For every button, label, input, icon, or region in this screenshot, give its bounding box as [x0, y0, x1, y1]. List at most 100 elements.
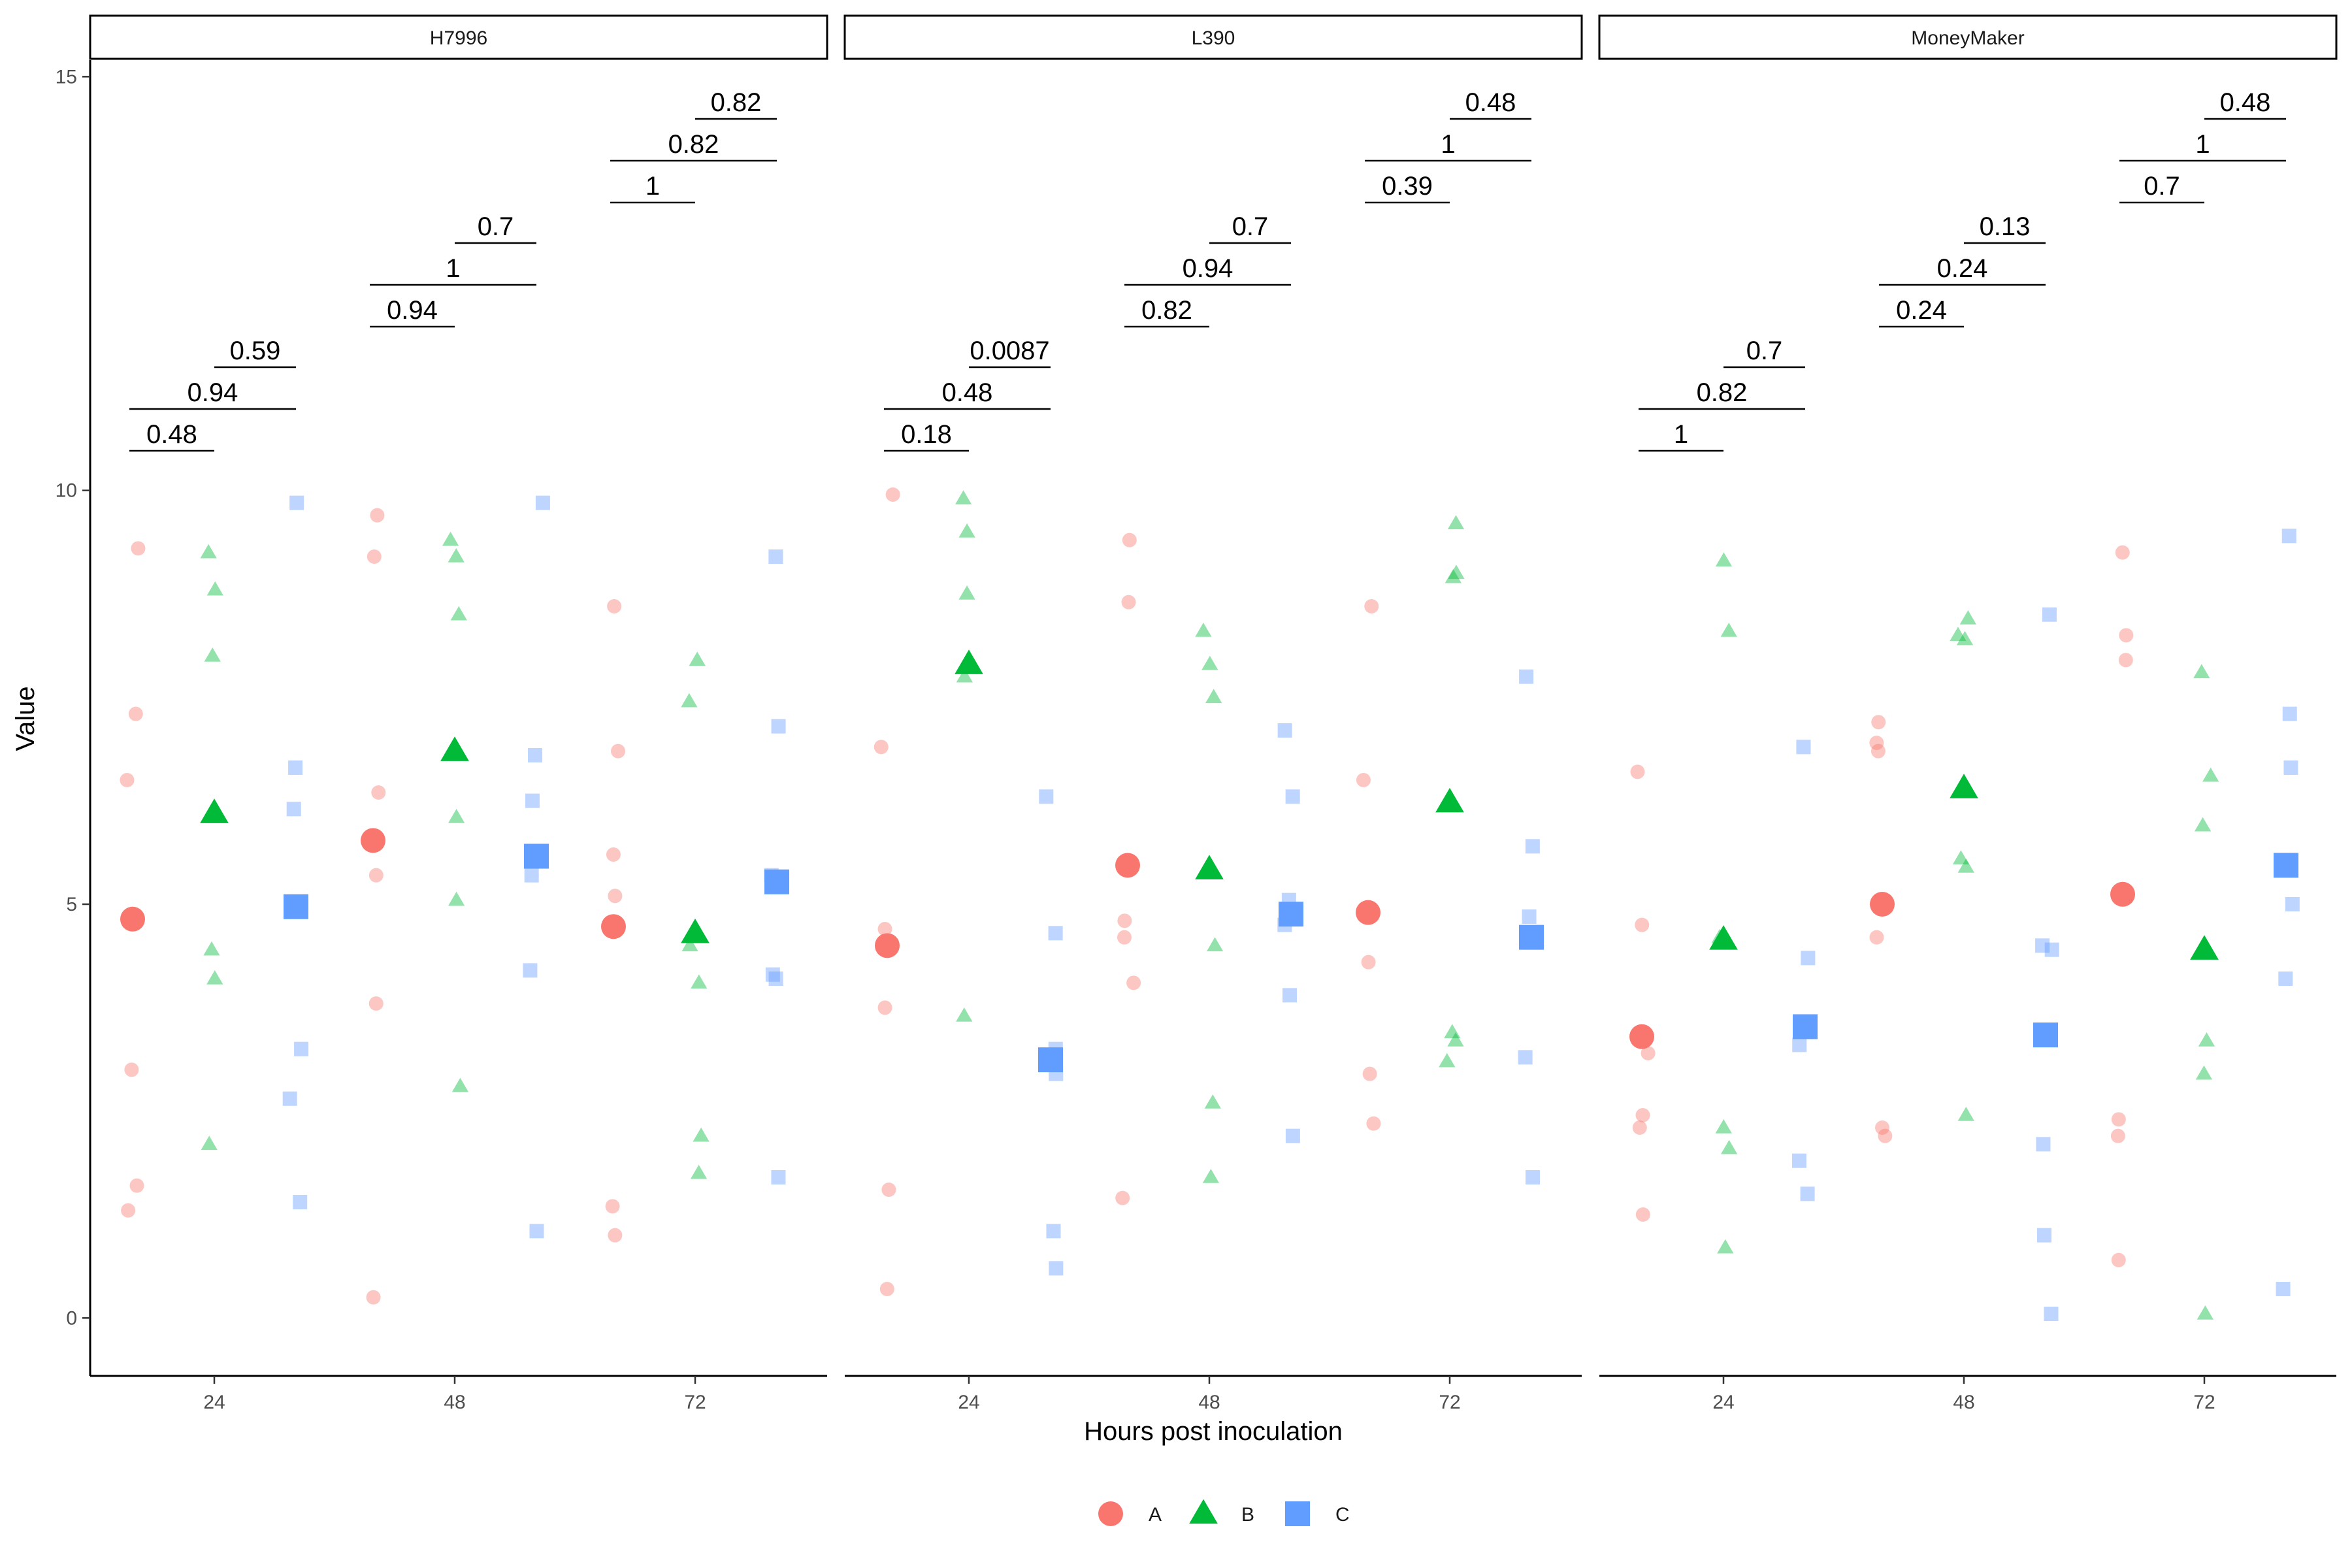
y-tick-label: 0 [66, 1307, 77, 1329]
data-point-c [768, 972, 783, 986]
data-point-a [1117, 930, 1132, 945]
data-point-a [1122, 532, 1137, 547]
data-point-a [1632, 1120, 1647, 1135]
data-point-a [366, 1290, 381, 1305]
data-point-c [1796, 740, 1811, 755]
mean-point-b [1709, 925, 1738, 950]
data-point-a [367, 549, 382, 564]
data-point-c [2044, 1307, 2059, 1321]
data-point-b [955, 490, 972, 505]
data-point-c [1285, 1128, 1300, 1143]
data-point-b [693, 1127, 710, 1142]
data-point-a [1364, 599, 1379, 613]
data-point-a [1641, 1046, 1656, 1060]
x-tick-label: 24 [1712, 1392, 1734, 1413]
data-point-b [958, 585, 975, 600]
data-point-a [1366, 1116, 1381, 1131]
data-point-a [877, 922, 892, 936]
data-point-c [525, 793, 540, 808]
pvalue-label: 1 [1674, 420, 1688, 449]
data-point-b [448, 548, 465, 563]
data-point-b [956, 668, 973, 683]
pvalue-label: 0.13 [1980, 212, 2031, 241]
data-point-c [1039, 789, 1054, 804]
panel-l390: L390 24 0.18 0.48 0.0087 48 0.82 0.94 0.7 72 0.39 1… [843, 14, 1583, 1413]
data-point-c [1046, 1224, 1061, 1239]
data-point-b [1715, 1119, 1732, 1134]
legend-key-c [1285, 1501, 1310, 1526]
data-point-b [448, 809, 465, 823]
data-point-a [120, 773, 135, 787]
data-point-b [690, 1164, 708, 1179]
panel-strip [89, 14, 828, 60]
data-point-b [1201, 655, 1218, 670]
data-point-a [2110, 1128, 2125, 1143]
pvalue-label: 0.0087 [970, 336, 1049, 365]
data-point-a [2119, 628, 2134, 643]
data-point-a [370, 508, 385, 523]
data-point-a [1635, 917, 1650, 932]
data-point-c [289, 495, 304, 510]
data-point-c [2283, 760, 2298, 775]
data-point-c [1049, 1261, 1064, 1276]
data-point-a [879, 1282, 894, 1296]
data-point-b [1957, 1107, 1974, 1121]
data-point-c [294, 1041, 309, 1056]
data-point-b [691, 974, 708, 989]
data-point-c [1285, 789, 1300, 804]
data-point-b [1720, 623, 1737, 637]
data-point-c [528, 748, 543, 762]
pvalue-label: 0.39 [1382, 172, 1433, 201]
mean-point-c [1279, 902, 1303, 927]
data-point-b [2198, 1032, 2215, 1047]
data-point-c [1282, 988, 1297, 1003]
data-point-c [288, 760, 303, 775]
mean-point-b [1195, 855, 1224, 879]
pvalue-label: 0.7 [1746, 336, 1783, 365]
x-axis-title: Hours post inoculation [1084, 1417, 1343, 1446]
y-axis-title: Value [11, 686, 40, 751]
data-point-a [1878, 1128, 1893, 1143]
data-point-a [1362, 1066, 1377, 1081]
data-point-c [282, 1091, 297, 1106]
data-point-c [2281, 529, 2296, 544]
mean-point-c [1793, 1014, 1818, 1039]
legend-key-b [1189, 1499, 1218, 1524]
x-tick-label: 72 [2193, 1392, 2215, 1413]
data-point-a [2115, 545, 2130, 560]
data-point-a [2111, 1252, 2126, 1267]
data-point-a [1126, 975, 1141, 990]
data-point-b [681, 937, 698, 952]
data-point-b [958, 523, 975, 538]
pvalue-label: 1 [1441, 130, 1455, 159]
pvalue-label: 0.82 [668, 130, 719, 159]
data-point-c [2036, 1137, 2051, 1152]
pvalue-label: 0.82 [1141, 296, 1192, 325]
mean-point-a [601, 914, 626, 939]
mean-point-a [1870, 892, 1895, 917]
data-point-c [1525, 839, 1540, 854]
data-point-c [1048, 926, 1063, 941]
y-tick-label: 15 [56, 66, 77, 88]
data-point-b [2194, 817, 2212, 832]
data-point-b [204, 647, 221, 662]
pvalue-label: 0.7 [1232, 212, 1269, 241]
mean-point-c [1519, 924, 1544, 950]
y-tick-label: 10 [56, 480, 77, 502]
data-point-c [1791, 1153, 1806, 1168]
panel-strip [1598, 14, 2338, 60]
panel-strip-label: MoneyMaker [1911, 27, 2024, 49]
data-point-b [1202, 1169, 1220, 1183]
x-tick-label: 24 [203, 1392, 225, 1413]
panel-strip [843, 14, 1583, 60]
data-point-c [529, 1224, 544, 1239]
data-point-a [1875, 1120, 1890, 1135]
data-point-b [448, 891, 465, 906]
pvalue-label: 0.48 [2220, 88, 2271, 117]
data-point-c [1792, 1037, 1807, 1053]
pvalue-label: 0.24 [1937, 254, 1988, 283]
data-point-a [605, 1199, 620, 1214]
data-point-c [768, 549, 783, 564]
data-point-a [128, 706, 143, 721]
